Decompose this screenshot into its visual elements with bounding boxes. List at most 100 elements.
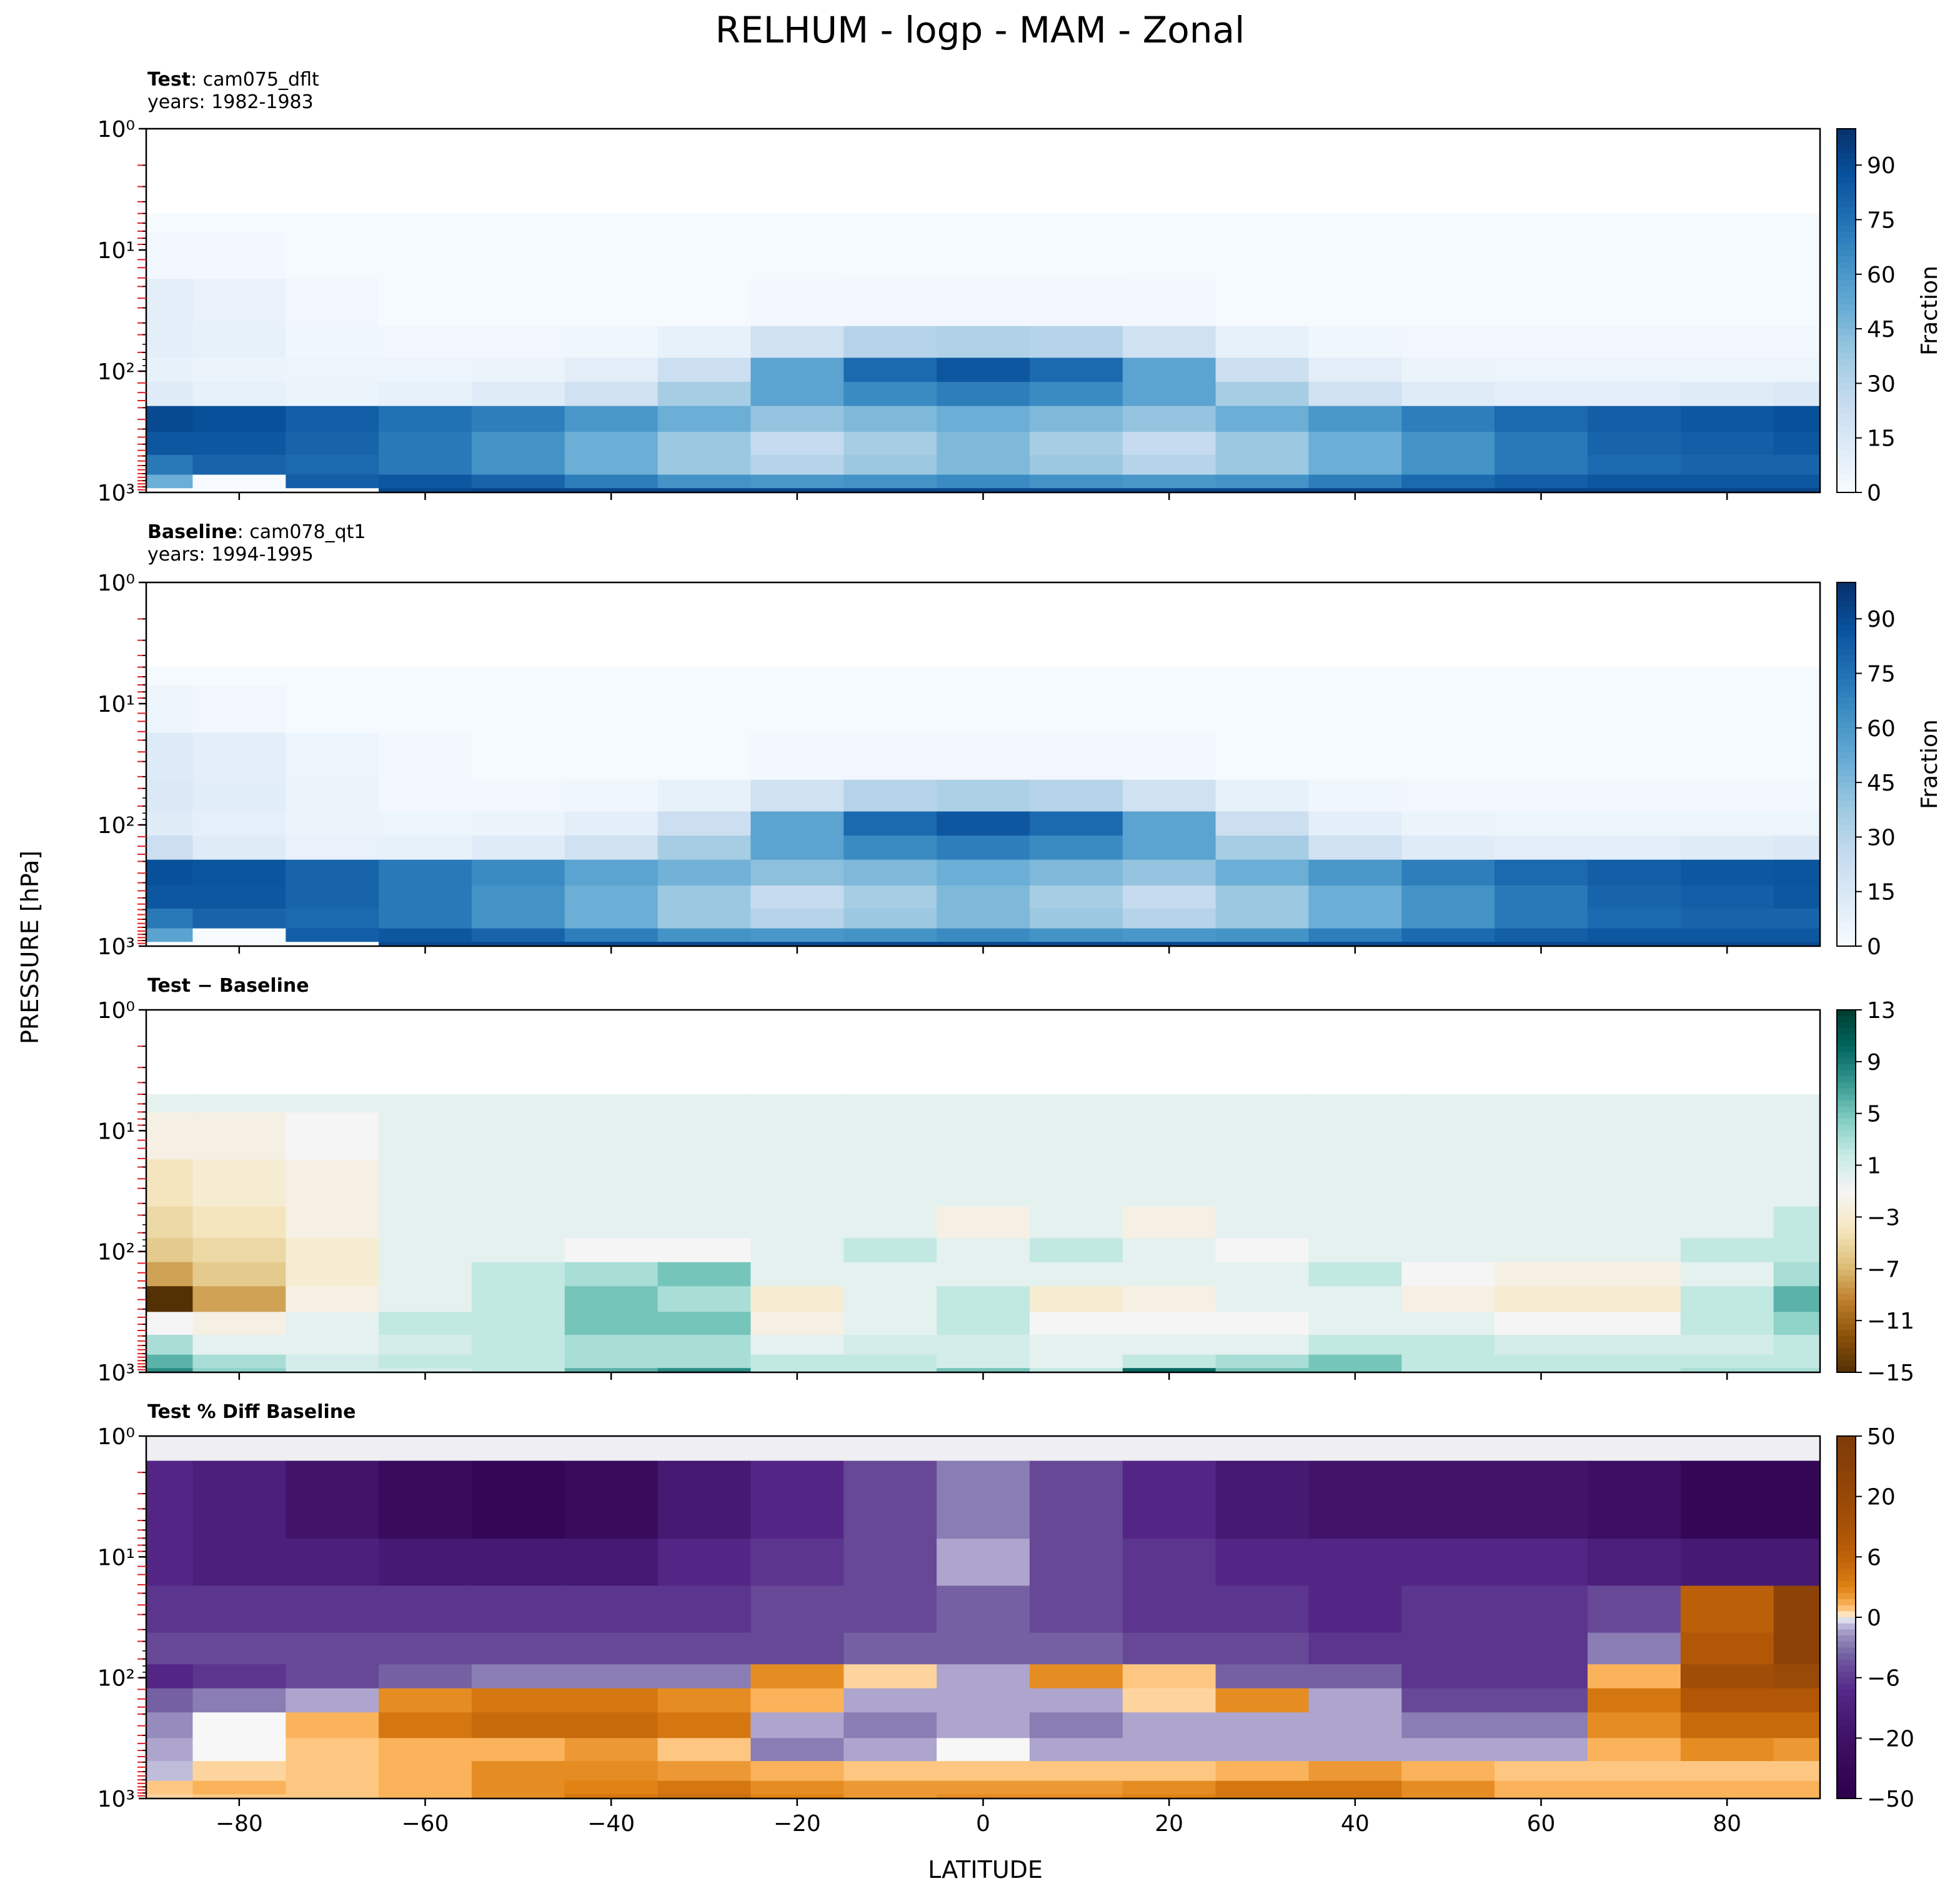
field-cell xyxy=(1308,1094,1402,1113)
field-cell xyxy=(146,1354,194,1369)
field-cell xyxy=(286,1262,379,1287)
colorbar-segment xyxy=(1837,1179,1856,1186)
field-cell xyxy=(657,474,752,489)
field-cell xyxy=(471,488,565,493)
field-cell xyxy=(192,231,286,280)
colorbar-segment xyxy=(1837,195,1856,202)
field-cell xyxy=(1773,1312,1821,1335)
field-cell xyxy=(750,859,844,886)
field-cell xyxy=(1215,732,1310,781)
colorbar-segment xyxy=(1837,1442,1856,1449)
field-cell xyxy=(1401,1780,1495,1795)
field-cell xyxy=(1773,1761,1821,1782)
field-cell xyxy=(192,942,286,947)
field-cell xyxy=(1773,1712,1821,1739)
field-cell xyxy=(146,382,194,407)
field-cell xyxy=(657,1238,752,1263)
field-cell xyxy=(1308,1585,1402,1634)
field-cell xyxy=(564,279,659,327)
colorbar-segment xyxy=(1837,1269,1856,1277)
field-cell xyxy=(1122,326,1216,359)
field-cell xyxy=(286,732,379,781)
colorbar-segment xyxy=(1837,631,1856,638)
field-cell xyxy=(1122,1206,1216,1239)
field-cell xyxy=(937,326,1030,359)
field-cell xyxy=(1587,1688,1681,1713)
field-cell xyxy=(1029,667,1123,686)
field-cell xyxy=(1029,1238,1123,1263)
field-cell xyxy=(146,488,194,493)
field-cell xyxy=(471,1094,565,1113)
field-cell xyxy=(657,1688,752,1713)
field-cell xyxy=(1215,667,1310,686)
field-cell xyxy=(1215,1761,1310,1782)
colorbar-segment xyxy=(1837,165,1856,172)
panel-4-title-bold: Test % Diff Baseline xyxy=(147,1401,356,1423)
colorbar-segment xyxy=(1837,619,1856,626)
field-cell xyxy=(1401,667,1495,686)
field-cell xyxy=(286,474,379,489)
colorbar-segment xyxy=(1837,280,1856,287)
colorbar-segment xyxy=(1837,1659,1856,1667)
field-cell xyxy=(471,1460,565,1540)
colorbar-tick-label: 50 xyxy=(1867,1424,1896,1450)
field-cell xyxy=(1215,859,1310,886)
field-cell xyxy=(1122,474,1216,489)
field-cell xyxy=(146,1780,194,1795)
field-cell xyxy=(1308,859,1402,886)
field-cell xyxy=(843,667,937,686)
field-cell xyxy=(843,811,937,836)
field-cell xyxy=(286,279,379,327)
field-cell xyxy=(1308,886,1402,909)
field-cell xyxy=(1122,667,1216,686)
colorbar-segment xyxy=(1837,468,1856,475)
field-cell xyxy=(937,836,1030,861)
field-cell xyxy=(146,474,194,489)
field-cell xyxy=(937,1094,1030,1113)
field-cell xyxy=(937,231,1030,280)
field-cell xyxy=(750,1794,844,1799)
field-cell xyxy=(1029,908,1123,929)
colorbar-segment xyxy=(1837,237,1856,245)
field-cell xyxy=(1773,454,1821,476)
field-cell xyxy=(379,1794,472,1799)
field-cell xyxy=(750,488,844,493)
colorbar-segment xyxy=(1837,704,1856,711)
field-cell xyxy=(1122,1539,1216,1587)
colorbar-label: Fraction xyxy=(1917,719,1943,809)
field-cell xyxy=(146,1112,194,1160)
colorbar-segment xyxy=(1837,1448,1856,1455)
y-tick-label: 10⁰ xyxy=(97,998,135,1024)
field-cell xyxy=(1495,382,1588,407)
field-cell xyxy=(1215,811,1310,836)
field-cell xyxy=(1308,213,1402,232)
colorbar-tick-label: 13 xyxy=(1867,998,1896,1024)
field-cell xyxy=(379,1712,472,1739)
field-cell xyxy=(1495,886,1588,909)
field-cell xyxy=(1773,382,1821,407)
field-cell xyxy=(843,1664,937,1689)
field-cell xyxy=(564,1238,659,1263)
colorbar-segment xyxy=(1837,1654,1856,1660)
colorbar-segment xyxy=(1837,594,1856,601)
field-cell xyxy=(1587,357,1681,382)
colorbar-segment xyxy=(1837,1294,1856,1300)
colorbar-segment xyxy=(1837,819,1856,826)
field-cell xyxy=(146,1664,194,1689)
field-cell xyxy=(1122,1460,1216,1540)
field-cell xyxy=(1215,908,1310,929)
field-cell xyxy=(1215,1664,1310,1689)
field-cell xyxy=(1773,859,1821,886)
field-cell xyxy=(1215,1335,1310,1355)
colorbar-tick-label: −50 xyxy=(1867,1787,1914,1812)
field-cell xyxy=(471,1206,565,1239)
field-cell xyxy=(1587,231,1681,280)
field-cell xyxy=(192,1262,286,1287)
field-cell xyxy=(1680,1286,1774,1313)
field-cell xyxy=(1215,928,1310,942)
field-cell xyxy=(192,1664,286,1689)
field-cell xyxy=(379,326,472,359)
field-cell xyxy=(937,928,1030,942)
panel-1-plot: 10⁰ 10¹ 10² 10³ xyxy=(97,117,1821,506)
field-cell xyxy=(1122,779,1216,812)
